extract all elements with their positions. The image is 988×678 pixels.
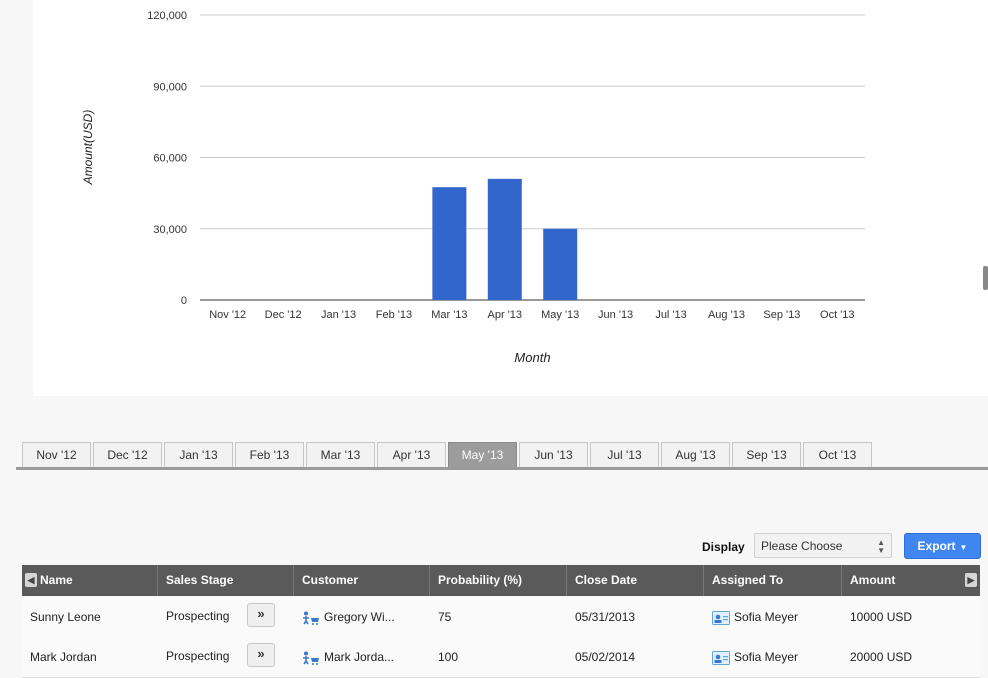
x-tick-label: Aug '13 (708, 309, 745, 321)
assignee-name: Sofia Meyer (734, 650, 799, 664)
x-axis-title: Month (514, 350, 550, 365)
double-chevron-right-icon[interactable]: » (247, 643, 275, 667)
table-row[interactable]: Mark Jordan Prospecting » Mark Jorda... … (22, 637, 980, 678)
display-select[interactable]: Please Choose ▲ ▼ (754, 533, 892, 558)
contact-card-icon (712, 650, 730, 665)
export-button[interactable]: Export ▼ (904, 533, 981, 559)
cell-amount: 20000 USD (850, 650, 913, 664)
month-tab[interactable]: Jan '13 (164, 442, 233, 467)
scroll-indicator[interactable] (983, 266, 988, 290)
month-tab[interactable]: May '13 (448, 442, 517, 467)
x-tick-label: Jan '13 (321, 309, 356, 321)
left-arrow-icon[interactable]: ◀ (25, 573, 37, 587)
column-header-sales-stage[interactable]: Sales Stage (158, 565, 294, 596)
caret-down-icon: ▼ (959, 543, 968, 552)
month-tab[interactable]: Dec '12 (93, 442, 162, 467)
x-tick-label: Mar '13 (431, 309, 467, 321)
cell-name[interactable]: Mark Jordan (30, 650, 97, 664)
tab-divider (16, 467, 988, 470)
chart-panel: 0 30,000 60,000 90,000 120,000 Nov '12 Dec '12… (33, 0, 988, 396)
bar-chart: 0 30,000 60,000 90,000 120,000 Nov '12 Dec '12… (81, 10, 865, 365)
customer-cart-icon (303, 611, 319, 625)
column-header-assigned-to[interactable]: Assigned To (704, 565, 842, 596)
column-header-customer[interactable]: Customer (294, 565, 430, 596)
display-select-value: Please Choose (761, 539, 843, 553)
customer-cart-icon (303, 651, 319, 665)
export-label: Export (917, 539, 956, 553)
cell-sales-stage: Prospecting (166, 609, 230, 623)
cell-amount: 10000 USD (850, 610, 913, 624)
table-row[interactable]: Sunny Leone Prospecting » Gregory Wi... … (22, 597, 980, 638)
y-tick-label: 90,000 (153, 81, 187, 93)
x-tick-label: Jun '13 (598, 309, 633, 321)
cell-sales-stage: Prospecting (166, 649, 230, 663)
y-tick-label: 120,000 (147, 10, 187, 22)
month-tab[interactable]: Mar '13 (306, 442, 375, 467)
cell-customer[interactable]: Gregory Wi... (294, 597, 430, 637)
cell-close-date: 05/31/2013 (575, 610, 636, 624)
display-label: Display (702, 540, 745, 554)
x-tick-label: Dec '12 (265, 309, 302, 321)
grid-header: ◀ Name Sales Stage Customer Probability … (22, 565, 980, 596)
x-tick-label: Feb '13 (376, 309, 412, 321)
bar (432, 187, 467, 300)
contact-card-icon (712, 610, 730, 625)
month-tab[interactable]: Apr '13 (377, 442, 446, 467)
cell-probability: 100 (438, 650, 459, 664)
month-tab[interactable]: Jun '13 (519, 442, 588, 467)
y-axis-title: Amount(USD) (81, 110, 95, 186)
column-header-close-date[interactable]: Close Date (567, 565, 704, 596)
cell-assigned-to[interactable]: Sofia Meyer (704, 597, 842, 637)
cell-close-date: 05/02/2014 (575, 650, 636, 664)
y-tick-label: 60,000 (153, 153, 187, 165)
month-tab[interactable]: Feb '13 (235, 442, 304, 467)
column-header-amount[interactable]: Amount (850, 573, 896, 587)
y-tick-label: 30,000 (153, 224, 187, 236)
cell-assigned-to[interactable]: Sofia Meyer (704, 637, 842, 677)
column-header-name[interactable]: Name (32, 565, 158, 596)
x-tick-label: Oct '13 (820, 309, 855, 321)
y-tick-label: 0 (181, 295, 187, 307)
assignee-name: Sofia Meyer (734, 610, 799, 624)
x-tick-label: Apr '13 (488, 309, 523, 321)
bar (487, 178, 522, 300)
column-header-probability[interactable]: Probability (%) (430, 565, 567, 596)
x-tick-label: Sep '13 (763, 309, 800, 321)
x-tick-label: Jul '13 (655, 309, 686, 321)
x-tick-label: Nov '12 (209, 309, 246, 321)
updown-arrows-icon: ▲ ▼ (877, 538, 885, 555)
cell-name[interactable]: Sunny Leone (30, 610, 101, 624)
month-tab[interactable]: Aug '13 (661, 442, 730, 467)
month-tab[interactable]: Sep '13 (732, 442, 801, 467)
x-tick-label: May '13 (541, 309, 579, 321)
customer-name: Mark Jorda... (324, 650, 395, 664)
customer-name: Gregory Wi... (324, 610, 395, 624)
month-tab[interactable]: Oct '13 (803, 442, 872, 467)
month-tab[interactable]: Jul '13 (590, 442, 659, 467)
right-arrow-icon[interactable]: ▶ (965, 573, 977, 587)
cell-customer[interactable]: Mark Jorda... (294, 637, 430, 677)
month-tab[interactable]: Nov '12 (22, 442, 91, 467)
cell-probability: 75 (438, 610, 452, 624)
bar (543, 228, 578, 300)
double-chevron-right-icon[interactable]: » (247, 603, 275, 627)
